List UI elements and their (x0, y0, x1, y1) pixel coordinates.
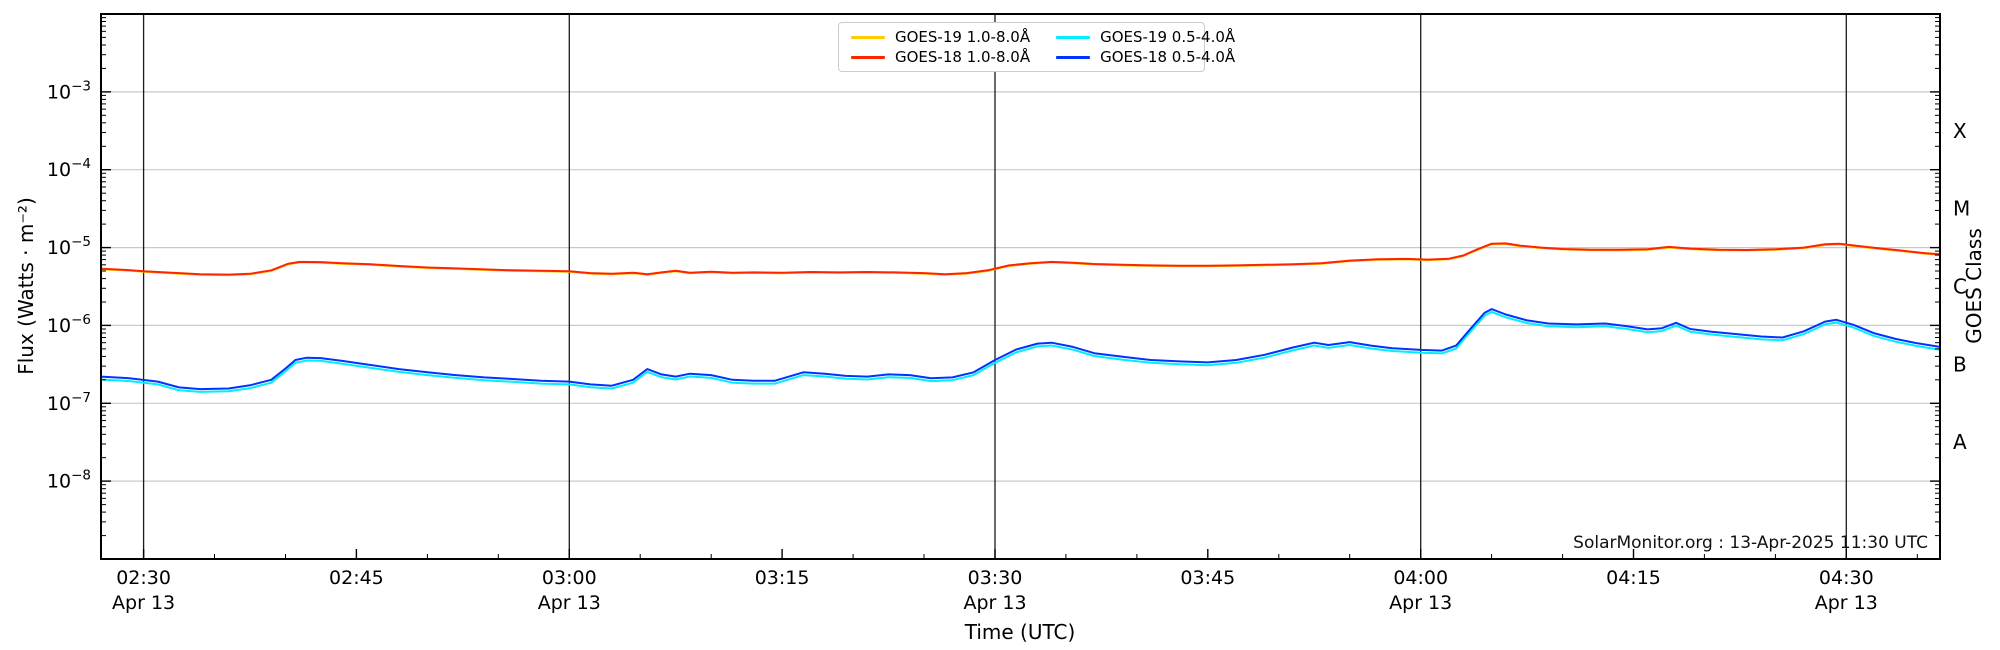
svg-text:M: M (1953, 197, 1970, 221)
y-ticks (101, 17, 1940, 537)
svg-text:03:15: 03:15 (755, 567, 810, 589)
svg-text:Apr 13: Apr 13 (1389, 592, 1452, 614)
legend-item: GOES-19 0.5-4.0Å (1056, 27, 1235, 47)
legend-swatch-goes19-long (851, 35, 885, 39)
legend-label: GOES-18 1.0-8.0Å (895, 48, 1031, 66)
svg-text:Apr 13: Apr 13 (538, 592, 601, 614)
svg-text:02:30: 02:30 (116, 567, 171, 589)
legend: GOES-19 1.0-8.0Å GOES-18 1.0-8.0Å GOES-1… (838, 22, 1235, 72)
legend-item: GOES-19 1.0-8.0Å (851, 27, 1030, 47)
svg-text:A: A (1953, 430, 1967, 454)
watermark: SolarMonitor.org : 13-Apr-2025 11:30 UTC (1573, 533, 1928, 553)
svg-text:04:00: 04:00 (1393, 567, 1448, 589)
plot-border (100, 13, 1941, 560)
legend-swatch-goes19-short (1056, 35, 1091, 39)
legend-item: GOES-18 1.0-8.0Å (851, 47, 1030, 67)
svg-text:02:45: 02:45 (329, 567, 384, 589)
series-line-goes19-short (101, 310, 1940, 393)
series-curves (101, 242, 1940, 393)
svg-text:Apr 13: Apr 13 (112, 592, 175, 614)
svg-text:03:00: 03:00 (542, 567, 597, 589)
legend-label: GOES-19 1.0-8.0Å (895, 28, 1031, 46)
x-ticks (142, 549, 1918, 559)
svg-text:10−5: 10−5 (47, 234, 91, 259)
svg-text:C: C (1953, 275, 1967, 299)
svg-text:Apr 13: Apr 13 (963, 592, 1026, 614)
svg-text:04:30: 04:30 (1819, 567, 1874, 589)
svg-text:10−8: 10−8 (47, 468, 91, 493)
x-tick-labels: 02:30 Apr 13 02:45 03:00 Apr 13 03:15 03:30 Apr… (112, 567, 1878, 614)
svg-text:03:45: 03:45 (1180, 567, 1235, 589)
svg-text:10−4: 10−4 (47, 156, 91, 181)
date-vlines (142, 14, 1847, 559)
legend-label: GOES-19 0.5-4.0Å (1100, 28, 1236, 46)
series-line-goes18-short (101, 308, 1940, 391)
svg-text:B: B (1953, 352, 1967, 376)
svg-text:04:15: 04:15 (1606, 567, 1661, 589)
svg-text:Apr 13: Apr 13 (1815, 592, 1878, 614)
y-axis-title: Flux (Watts · m⁻²) (14, 197, 38, 375)
svg-text:03:30: 03:30 (968, 567, 1023, 589)
svg-text:10−6: 10−6 (47, 312, 91, 337)
legend-swatch-goes18-long (851, 55, 885, 59)
svg-text:X: X (1953, 119, 1967, 143)
legend-label: GOES-18 0.5-4.0Å (1100, 48, 1236, 66)
series-line-goes19-long (101, 243, 1940, 277)
legend-item: GOES-18 0.5-4.0Å (1056, 47, 1235, 67)
legend-swatch-goes18-short (1056, 55, 1091, 59)
series-line-goes18-long (101, 242, 1940, 276)
right-axis-title: GOES Class (1962, 228, 1986, 344)
decade-gridlines (101, 91, 1940, 482)
svg-text:10−7: 10−7 (47, 390, 91, 415)
y-tick-labels: 10−3 10−4 10−5 10−6 10−7 10−8 (47, 78, 91, 492)
goes-class-labels: X M C B A (1953, 119, 1970, 454)
svg-text:10−3: 10−3 (47, 78, 91, 103)
x-axis-title: Time (UTC) (964, 620, 1076, 644)
